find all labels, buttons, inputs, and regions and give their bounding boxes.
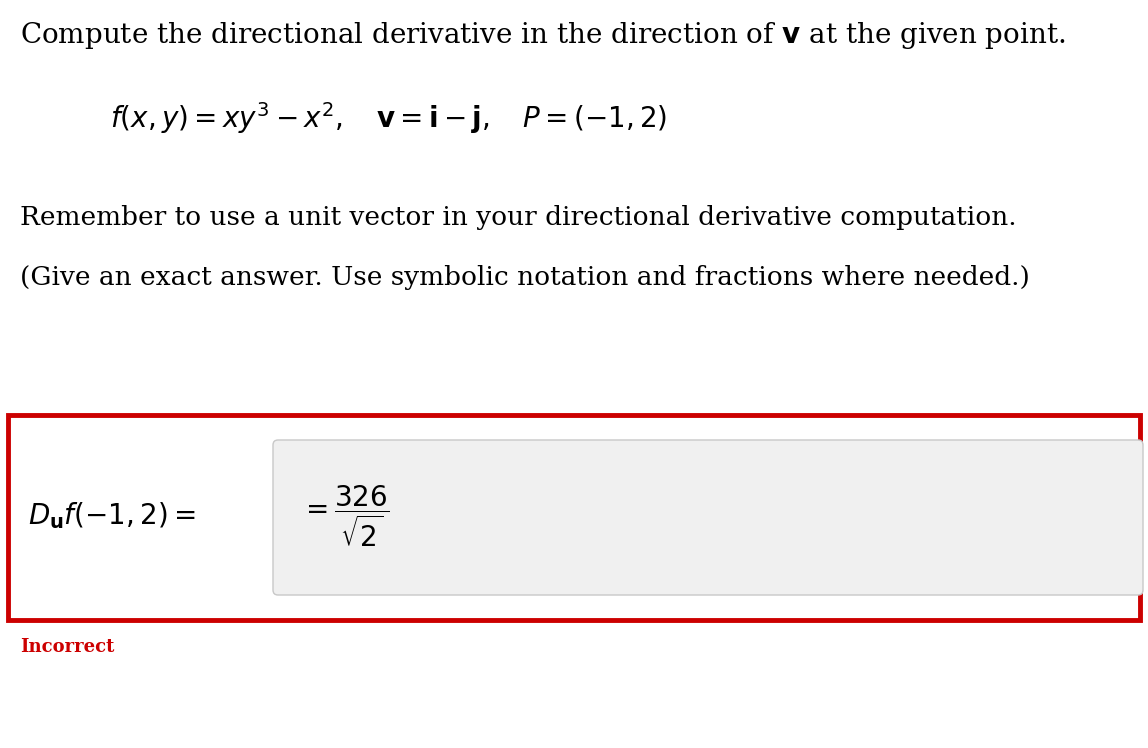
- FancyBboxPatch shape: [8, 415, 1140, 620]
- Text: $= \dfrac{326}{\sqrt{2}}$: $= \dfrac{326}{\sqrt{2}}$: [300, 483, 389, 549]
- Text: (Give an exact answer. Use symbolic notation and fractions where needed.): (Give an exact answer. Use symbolic nota…: [20, 265, 1030, 290]
- Text: Compute the directional derivative in the direction of $\mathbf{v}$ at the given: Compute the directional derivative in th…: [20, 20, 1065, 51]
- Text: Remember to use a unit vector in your directional derivative computation.: Remember to use a unit vector in your di…: [20, 205, 1017, 230]
- Text: $D_{\mathbf{u}}f(-1, 2) =$: $D_{\mathbf{u}}f(-1, 2) =$: [28, 500, 196, 531]
- FancyBboxPatch shape: [273, 440, 1143, 595]
- Text: Incorrect: Incorrect: [20, 638, 115, 656]
- Text: $f(x, y) = xy^3 - x^2, \quad \mathbf{v} = \mathbf{i} - \mathbf{j}, \quad P = (-1: $f(x, y) = xy^3 - x^2, \quad \mathbf{v} …: [110, 100, 667, 136]
